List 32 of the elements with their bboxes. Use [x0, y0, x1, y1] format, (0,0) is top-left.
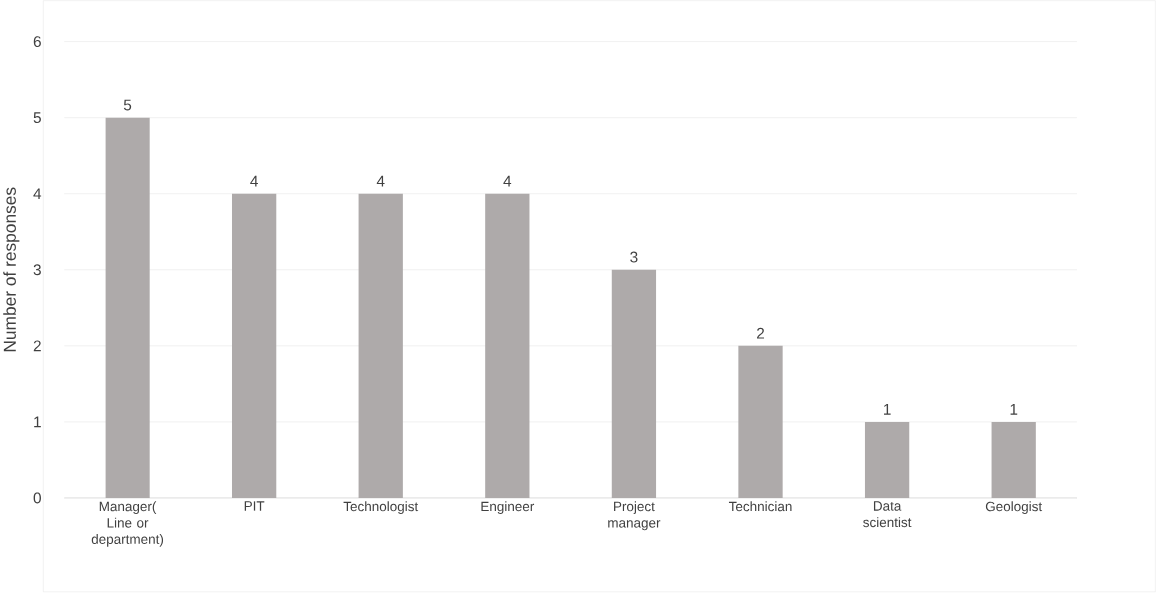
bar	[864, 422, 910, 499]
y-tick-label: 2	[33, 340, 41, 352]
x-tick-label: Project manager	[608, 501, 661, 531]
data-label: 5	[123, 99, 132, 111]
data-label: 3	[630, 251, 638, 263]
y-tick-label: 0	[33, 492, 41, 504]
bar	[738, 346, 783, 499]
data-label: 4	[376, 176, 385, 187]
y-tick-label: 6	[33, 36, 41, 48]
y-tick-label: 1	[34, 416, 41, 428]
bar	[991, 422, 1036, 499]
x-tick-label: PIT	[244, 501, 265, 511]
x-tick-label: Manager( Line or department)	[91, 501, 164, 547]
bar	[231, 193, 277, 499]
data-label: 1	[884, 404, 891, 415]
bar	[358, 193, 403, 499]
data-label: 2	[757, 328, 765, 339]
data-label: 4	[503, 176, 512, 187]
data-label: 1	[1010, 404, 1018, 415]
data-label: 4	[250, 176, 258, 187]
bar	[105, 117, 150, 499]
x-tick-label: Data scientist	[863, 501, 912, 528]
x-tick-label: Geologist	[985, 501, 1043, 515]
y-tick-label: 3	[33, 264, 41, 276]
y-tick-label: 5	[33, 112, 41, 124]
y-tick-label: 4	[33, 188, 42, 200]
x-tick-label: Technologist	[343, 501, 419, 515]
bar	[485, 193, 530, 499]
y-axis-title: Number of responses	[3, 187, 20, 352]
x-tick-label: Engineer	[481, 501, 535, 515]
x-tick-label: Technician	[728, 501, 792, 512]
bar	[611, 270, 657, 499]
